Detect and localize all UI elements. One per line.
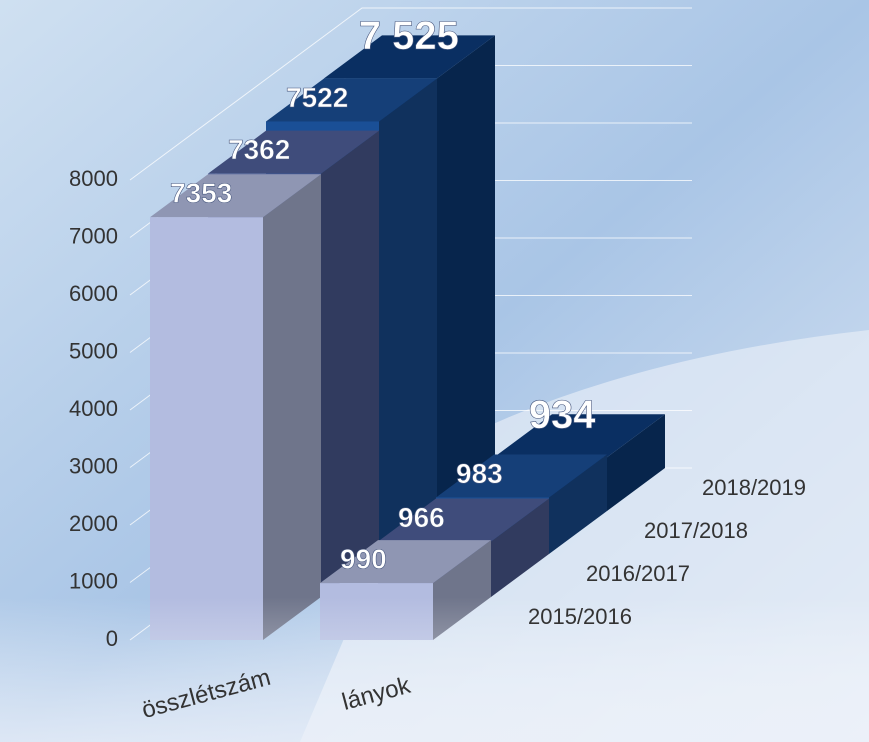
- value-label: 7362: [228, 134, 290, 165]
- series-label: 2017/2018: [644, 518, 748, 543]
- value-label: 7353: [170, 178, 232, 209]
- value-label: 983: [456, 458, 503, 489]
- bar-top: [266, 78, 437, 122]
- bar: [320, 583, 433, 640]
- bar-side: [263, 174, 321, 640]
- value-label: 934: [529, 393, 596, 437]
- y-tick-label: 0: [106, 626, 118, 651]
- y-tick-label: 7000: [69, 223, 118, 248]
- bar-top: [208, 130, 379, 174]
- bar-side: [379, 78, 437, 555]
- y-tick-label: 6000: [69, 281, 118, 306]
- y-tick-label: 5000: [69, 338, 118, 363]
- bar-side: [321, 130, 379, 597]
- y-tick-label: 1000: [69, 568, 118, 593]
- y-tick-label: 8000: [69, 166, 118, 191]
- bar-top: [150, 174, 321, 218]
- value-label: 7522: [286, 82, 348, 113]
- value-label: 990: [340, 543, 387, 574]
- bar-side: [437, 35, 495, 511]
- bar-top: [324, 35, 495, 79]
- bar: [150, 217, 263, 640]
- series-label: 2016/2017: [586, 561, 690, 586]
- value-label: 7 525: [359, 14, 459, 58]
- series-label: 2015/2016: [528, 604, 632, 629]
- y-tick-label: 3000: [69, 453, 118, 478]
- value-label: 966: [398, 502, 445, 533]
- series-label: 2018/2019: [702, 475, 806, 500]
- grid-line: [129, 7, 692, 181]
- y-tick-label: 4000: [69, 396, 118, 421]
- y-tick-label: 2000: [69, 511, 118, 536]
